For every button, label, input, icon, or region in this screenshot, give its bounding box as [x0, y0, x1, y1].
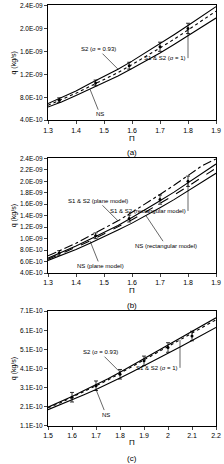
svg-text:NS: NS [96, 111, 104, 117]
svg-text:4.1E-10: 4.1E-10 [20, 365, 43, 372]
svg-text:(a): (a) [127, 148, 137, 157]
svg-text:2.0E-09: 2.0E-09 [20, 25, 43, 32]
svg-text:1.7: 1.7 [91, 432, 101, 439]
svg-text:3.1E-10: 3.1E-10 [20, 384, 43, 391]
svg-text:q (kg/s): q (kg/s) [10, 204, 18, 227]
svg-text:S2 (σ = 0.93): S2 (σ = 0.93) [81, 46, 116, 52]
svg-text:Π: Π [129, 438, 135, 447]
svg-text:1.2E-09: 1.2E-09 [20, 223, 43, 230]
svg-text:S1 & S2 (rectangular model): S1 & S2 (rectangular model) [110, 208, 186, 214]
svg-text:NS (plane model): NS (plane model) [77, 263, 124, 269]
svg-text:2.0E-09: 2.0E-09 [20, 178, 43, 185]
svg-text:1.1E-10: 1.1E-10 [20, 422, 43, 429]
svg-text:8.0E-10: 8.0E-10 [20, 246, 43, 253]
svg-text:S1 & S2 (plane model): S1 & S2 (plane model) [68, 198, 128, 204]
svg-text:Π: Π [129, 134, 135, 143]
svg-text:1.2E-09: 1.2E-09 [20, 71, 43, 78]
svg-text:1.9: 1.9 [211, 127, 221, 134]
svg-text:2: 2 [166, 432, 170, 439]
svg-text:1.6: 1.6 [127, 279, 137, 286]
svg-text:1.3: 1.3 [43, 279, 53, 286]
svg-text:4.0E-10: 4.0E-10 [20, 116, 43, 123]
svg-text:S2 (σ = 0.93): S2 (σ = 0.93) [83, 349, 118, 355]
svg-text:1.6: 1.6 [67, 432, 77, 439]
svg-text:1.3: 1.3 [43, 127, 53, 134]
svg-text:2.2: 2.2 [211, 432, 221, 439]
svg-text:6.1E-10: 6.1E-10 [20, 327, 43, 334]
svg-text:8.0E-10: 8.0E-10 [20, 94, 43, 101]
svg-text:(b): (b) [127, 301, 137, 310]
svg-text:1.6E-09: 1.6E-09 [20, 48, 43, 55]
svg-text:1.9: 1.9 [139, 432, 149, 439]
svg-text:5.1E-10: 5.1E-10 [20, 346, 43, 353]
svg-text:(c): (c) [127, 454, 137, 463]
svg-text:2.4E-09: 2.4E-09 [20, 155, 43, 162]
svg-text:1.8: 1.8 [183, 127, 193, 134]
svg-text:1.6E-09: 1.6E-09 [20, 200, 43, 207]
svg-text:q (kg/s): q (kg/s) [10, 357, 18, 380]
svg-text:1.5: 1.5 [43, 432, 53, 439]
svg-text:Π: Π [129, 286, 135, 295]
svg-text:2.2E-09: 2.2E-09 [20, 166, 43, 173]
svg-text:2.1E-10: 2.1E-10 [20, 403, 43, 410]
svg-text:S1 & S2 (σ = 1): S1 & S2 (σ = 1) [136, 365, 178, 371]
svg-text:1.5: 1.5 [99, 279, 109, 286]
svg-text:1.8: 1.8 [183, 279, 193, 286]
svg-text:1.0E-09: 1.0E-09 [20, 235, 43, 242]
svg-text:1.4: 1.4 [71, 127, 81, 134]
svg-text:NS (rectangular model): NS (rectangular model) [135, 243, 197, 249]
svg-text:1.4: 1.4 [71, 279, 81, 286]
svg-text:1.7: 1.7 [155, 279, 165, 286]
svg-text:NS: NS [102, 412, 110, 418]
svg-text:4.0E-10: 4.0E-10 [20, 269, 43, 276]
svg-text:1.8E-09: 1.8E-09 [20, 189, 43, 196]
svg-text:1.9: 1.9 [211, 279, 221, 286]
svg-text:1.6: 1.6 [127, 127, 137, 134]
svg-text:1.7: 1.7 [155, 127, 165, 134]
svg-text:2.4E-09: 2.4E-09 [20, 2, 43, 9]
svg-text:1.5: 1.5 [99, 127, 109, 134]
svg-text:7.1E-10: 7.1E-10 [20, 307, 43, 314]
svg-text:q (kg/s): q (kg/s) [10, 51, 18, 74]
svg-text:S1 & S2 (σ = 1): S1 & S2 (σ = 1) [144, 55, 186, 61]
svg-text:1.8: 1.8 [115, 432, 125, 439]
svg-text:2.1: 2.1 [187, 432, 197, 439]
svg-text:1.4E-09: 1.4E-09 [20, 212, 43, 219]
svg-text:6.0E-10: 6.0E-10 [20, 258, 43, 265]
